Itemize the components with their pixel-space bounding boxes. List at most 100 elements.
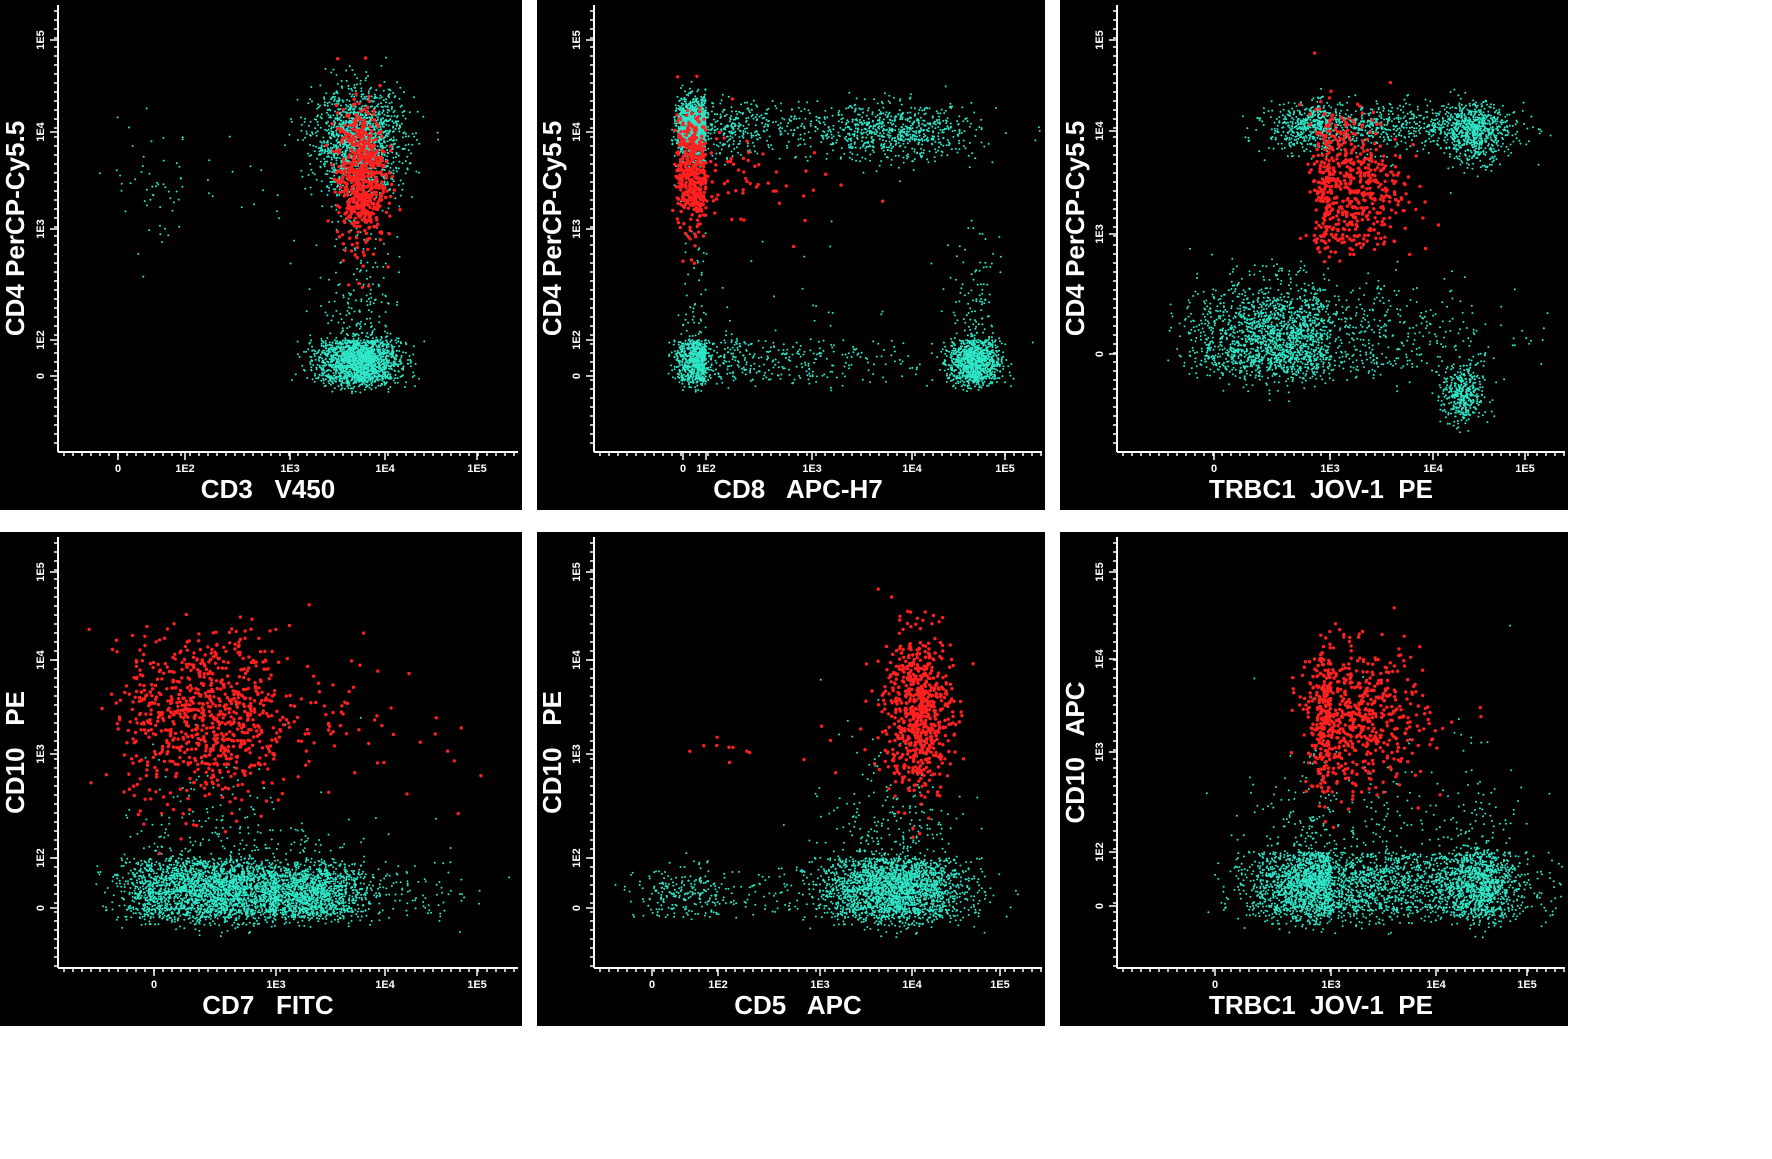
population-point: [368, 383, 371, 386]
population-point: [332, 356, 335, 359]
population-point: [337, 371, 340, 374]
population-point: [328, 278, 330, 281]
population-point: [380, 151, 383, 154]
population-point: [413, 135, 416, 138]
population-point: [398, 130, 401, 133]
population-point: [327, 108, 330, 111]
population-point: [354, 346, 356, 349]
population-point: [373, 126, 376, 128]
population-point: [771, 148, 774, 151]
population-point: [341, 371, 344, 374]
highlight-point: [388, 144, 392, 148]
highlight-point: [356, 142, 361, 146]
population-point: [401, 188, 404, 191]
population-point: [383, 351, 386, 354]
highlight-point: [350, 127, 355, 132]
population-point: [382, 353, 385, 356]
population-point: [375, 360, 378, 362]
highlight-point: [384, 172, 388, 176]
highlight-point: [387, 232, 392, 236]
population-point: [387, 343, 390, 346]
population-point: [785, 144, 788, 147]
population-point: [415, 138, 418, 141]
highlight-point: [356, 220, 360, 225]
highlight-point: [366, 203, 370, 207]
population-point: [377, 283, 380, 286]
population-point: [376, 349, 379, 352]
highlight-point: [356, 211, 360, 216]
highlight-point: [350, 243, 354, 247]
population-point: [348, 107, 351, 109]
x-axis-label: CD3 V450: [201, 474, 335, 504]
population-point: [328, 131, 331, 134]
population-point: [314, 131, 317, 134]
population-point: [316, 114, 319, 117]
population-point: [300, 129, 303, 132]
population-point: [341, 153, 343, 156]
population-point: [380, 96, 383, 99]
population-point: [393, 369, 396, 372]
population-point: [390, 353, 393, 356]
population-point: [326, 186, 328, 188]
population-point: [410, 152, 413, 155]
population-point: [375, 366, 378, 369]
population-point: [308, 155, 311, 157]
highlight-point: [360, 218, 364, 222]
population-point: [162, 159, 165, 162]
highlight-point: [345, 114, 349, 118]
population-point: [316, 363, 319, 366]
population-point: [389, 365, 392, 368]
population-point: [359, 369, 361, 372]
population-point: [345, 155, 348, 158]
population-point: [382, 242, 385, 245]
population-point: [409, 365, 412, 368]
population-point: [316, 121, 319, 123]
population-point: [703, 93, 706, 96]
population-point: [383, 169, 386, 172]
population-point: [327, 361, 330, 363]
population-point: [390, 362, 392, 365]
population-point: [337, 108, 340, 111]
population-point: [391, 120, 394, 123]
population-point: [352, 343, 355, 346]
population-point: [311, 345, 314, 348]
population-point: [315, 368, 318, 371]
population-point: [395, 124, 398, 127]
population-point: [330, 142, 332, 145]
highlight-point: [338, 169, 342, 173]
population-point: [389, 166, 392, 169]
population-point: [362, 380, 365, 383]
population-point: [388, 367, 391, 370]
population-point: [339, 116, 342, 119]
population-point: [305, 132, 308, 135]
population-point: [385, 98, 388, 101]
population-point: [330, 383, 332, 386]
population-point: [382, 109, 385, 112]
highlight-point: [360, 170, 364, 174]
population-point: [143, 200, 146, 203]
population-point: [360, 90, 363, 92]
population-point: [313, 380, 316, 383]
population-point: [392, 125, 395, 128]
population-point: [332, 358, 335, 361]
population-point: [345, 119, 348, 122]
population-point: [370, 359, 373, 362]
population-point: [368, 357, 371, 360]
highlight-point: [337, 164, 341, 169]
population-point: [385, 56, 387, 59]
population-point: [364, 128, 367, 131]
population-point: [335, 351, 338, 354]
population-point: [365, 371, 368, 374]
population-point: [329, 369, 332, 372]
population-point: [296, 353, 299, 356]
population-point: [712, 105, 715, 108]
population-point: [397, 365, 399, 368]
population-point: [335, 362, 337, 365]
population-point: [379, 102, 382, 105]
population-point: [371, 125, 374, 128]
highlight-point: [324, 143, 328, 148]
population-point: [381, 355, 384, 358]
population-point: [384, 146, 387, 149]
population-point: [379, 144, 382, 146]
